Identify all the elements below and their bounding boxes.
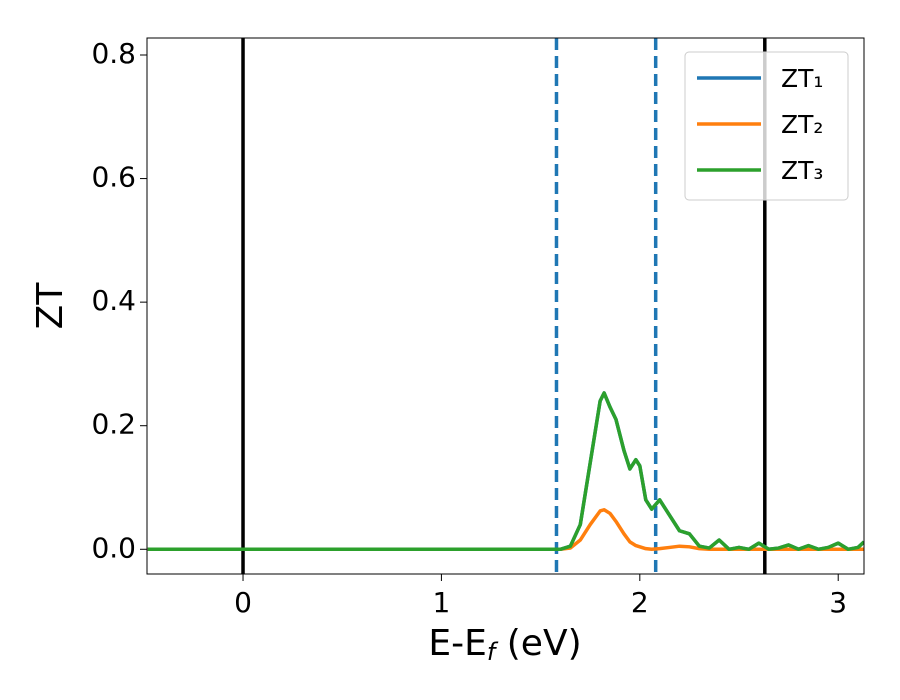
data-line [147,391,864,552]
y-axis-label: ZT [30,282,71,330]
plot-frame [146,37,865,575]
x-tick-label: 1 [433,586,451,619]
y-tick-label: 0.8 [91,37,136,70]
legend-label: ZT₃ [781,156,823,185]
data-line [147,391,864,552]
x-tick-label: 2 [631,586,649,619]
y-tick-label: 0.4 [91,284,136,317]
x-tick-label: 3 [829,586,847,619]
legend-label: ZT₁ [781,64,823,93]
y-tick-label: 0.6 [91,161,136,194]
legend-box [684,51,849,201]
y-tick-label: 0.2 [91,408,136,441]
legend-label: ZT₂ [781,110,823,139]
x-tick-label: 0 [234,586,252,619]
y-tick-label: 0.0 [91,531,136,564]
x-axis-label: E-Ef (eV) [428,623,581,666]
